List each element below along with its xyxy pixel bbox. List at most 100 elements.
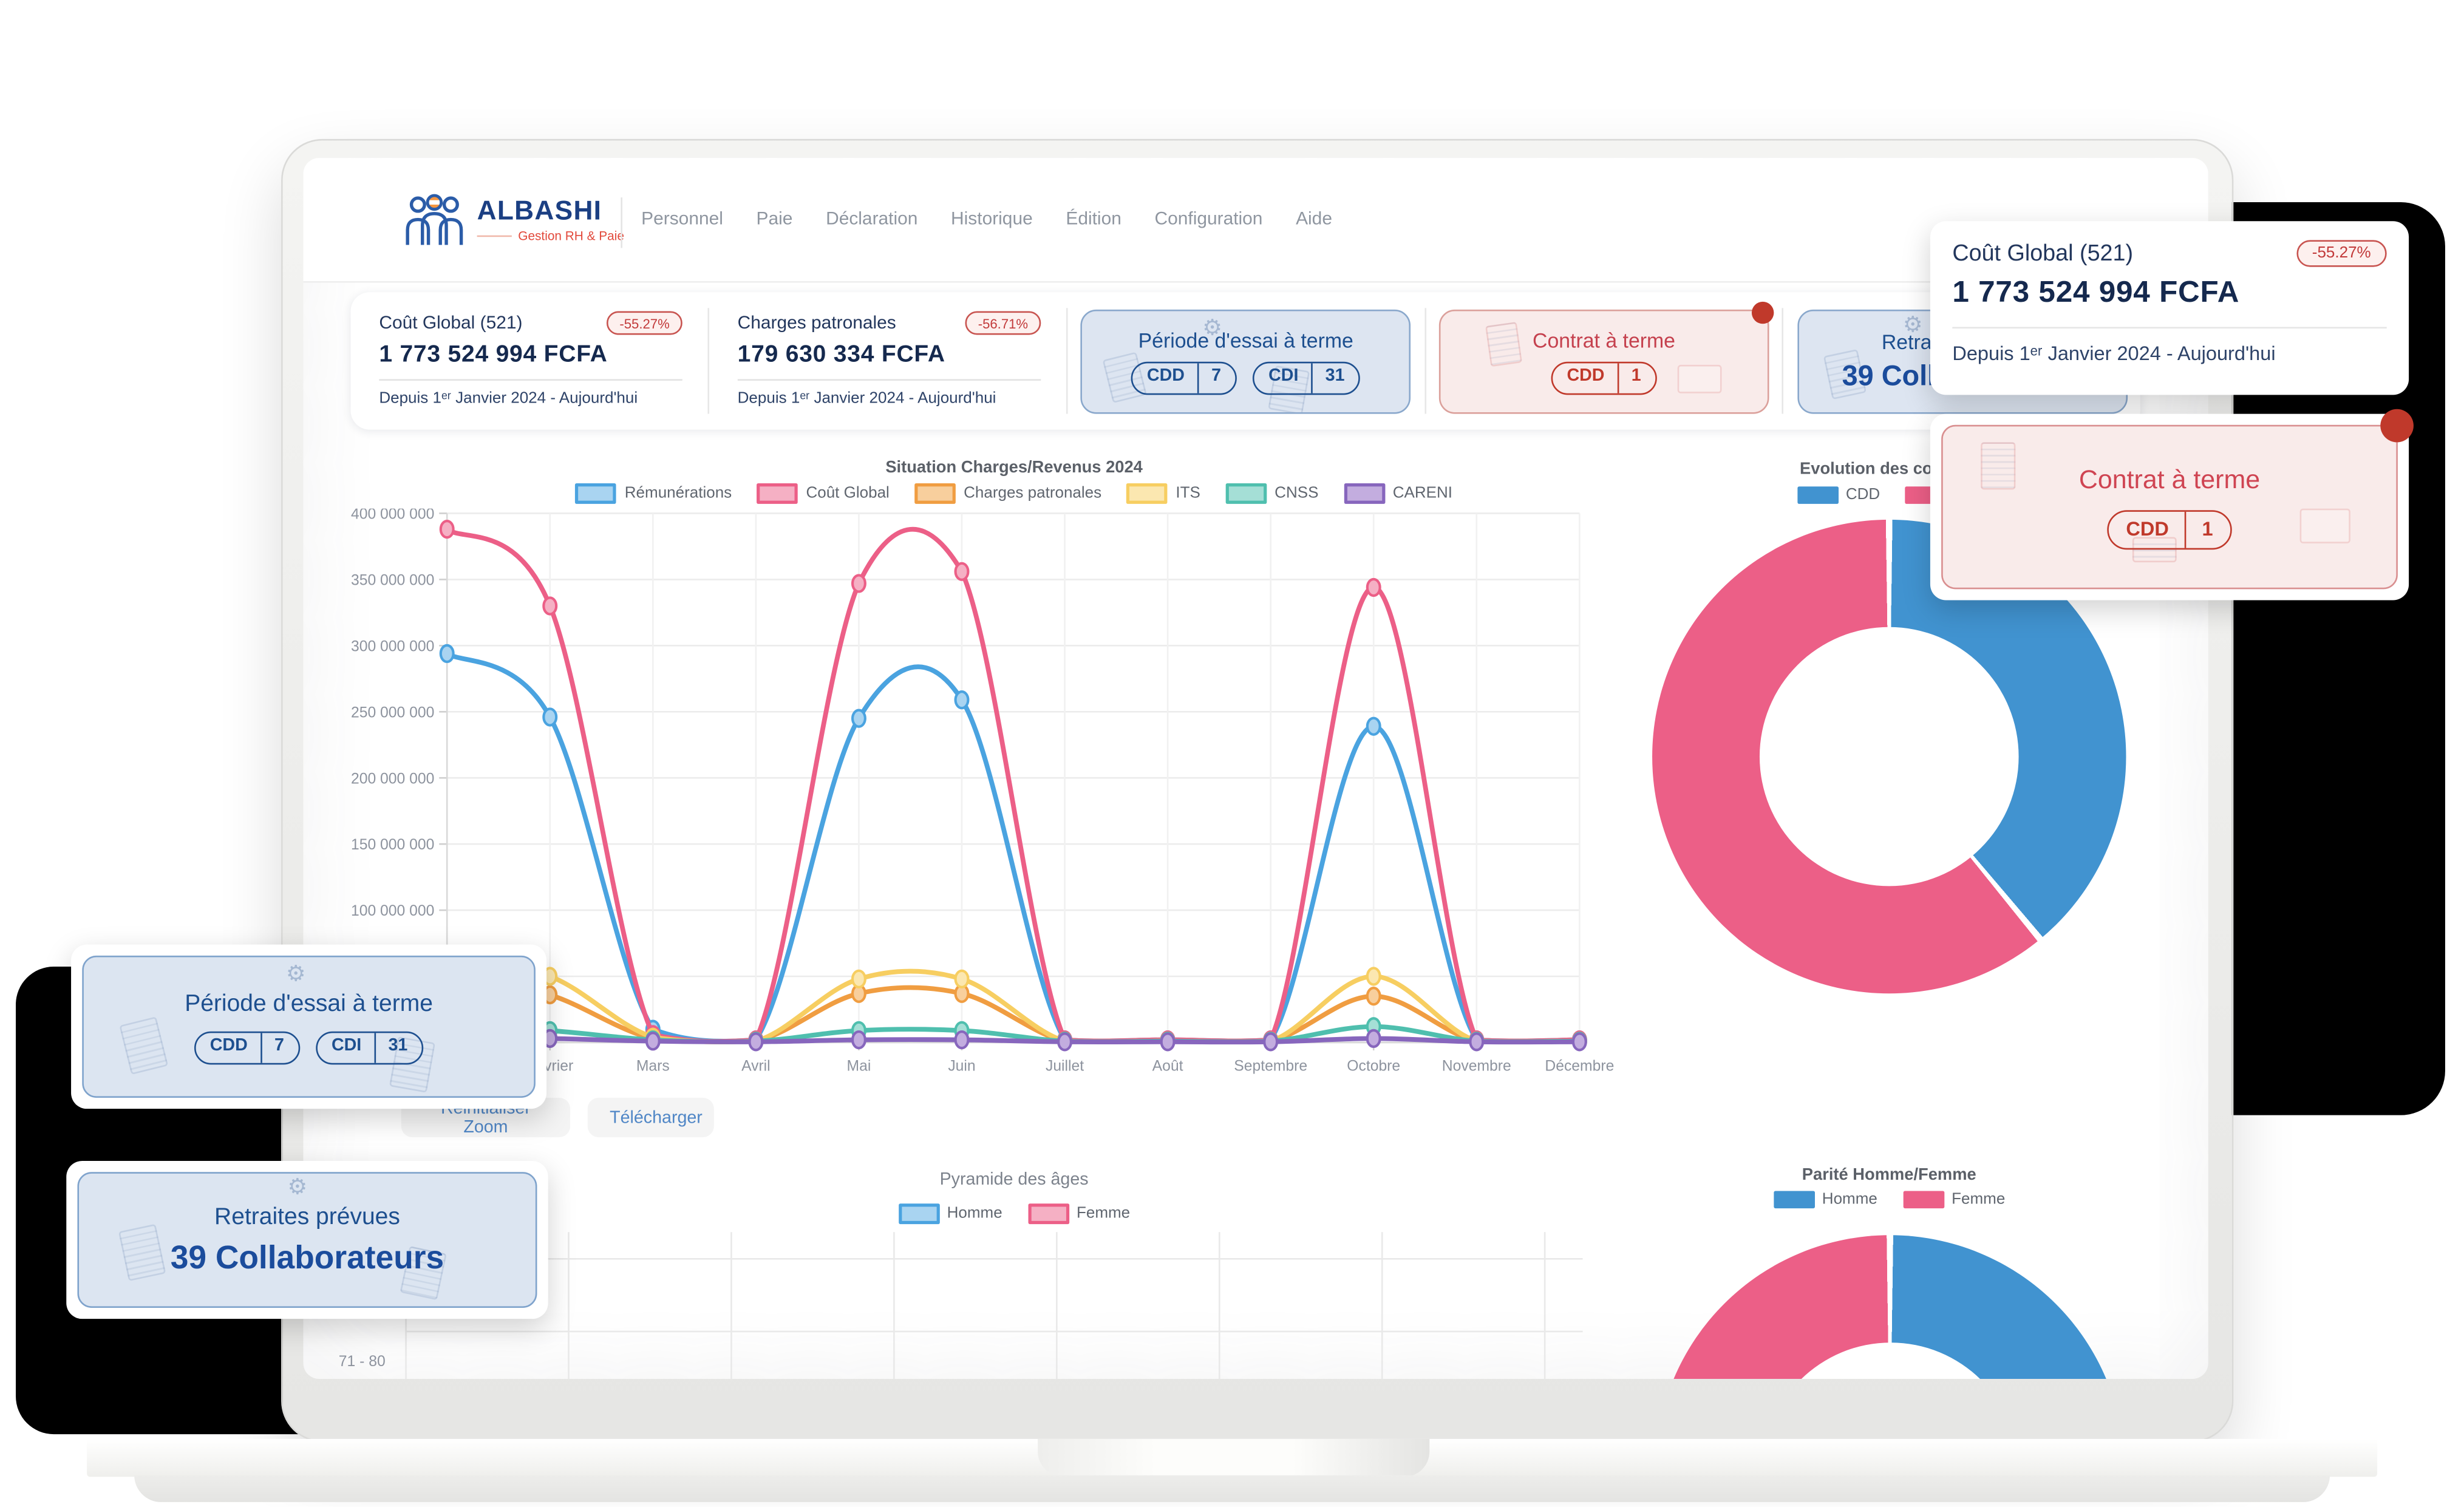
overlay-periode-essai-card: ⚙ Période d'essai à terme CDD 7 CDI 31 [71, 944, 547, 1109]
laptop-base-bottom [134, 1475, 2330, 1502]
gear-doodle-icon: ⚙ [285, 960, 306, 986]
parity-donut-chart [1655, 1235, 2125, 1379]
legend-swatch [757, 483, 798, 504]
svg-text:150 000 000: 150 000 000 [351, 837, 434, 853]
overlay-cout-global-card: Coût Global (521) -55.27% 1 773 524 994 … [1930, 221, 2409, 395]
nav-item-2[interactable]: Déclaration [826, 209, 918, 230]
trend-badge: -55.27% [607, 311, 682, 335]
svg-text:250 000 000: 250 000 000 [351, 704, 434, 721]
legend-label: Charges patronales [964, 485, 1102, 503]
card-title: Période d'essai à terme [1138, 327, 1353, 352]
parity-donut-legend: Homme Femme [1586, 1191, 2193, 1209]
legend-label: Femme [1076, 1205, 1131, 1223]
nav-item-0[interactable]: Personnel [641, 209, 723, 230]
laptop-screen: ALBASHI Gestion RH & Paie Personnel Paie D… [303, 158, 2208, 1379]
stat-charges-patronales: Charges patronales -56.71% 179 630 334 F… [709, 292, 1066, 429]
legend-item[interactable]: Homme [1773, 1191, 1877, 1209]
stat-period: Depuis 1ᵉʳ Janvier 2024 - Aujourd'hui [379, 390, 638, 408]
card-contrat-terme[interactable]: Contrat à terme CDD 1 [1438, 301, 1774, 413]
legend-item[interactable]: Homme [897, 1203, 1002, 1225]
stat-period: Depuis 1ᵉʳ Janvier 2024 - Aujourd'hui [737, 390, 996, 408]
svg-text:350 000 000: 350 000 000 [351, 572, 434, 588]
svg-text:71 - 80: 71 - 80 [339, 1353, 386, 1370]
legend-swatch [1902, 1191, 1944, 1209]
pill-cdi: CDI 31 [315, 1030, 424, 1064]
legend-label: Homme [947, 1205, 1002, 1223]
nav-item-4[interactable]: Édition [1066, 209, 1121, 230]
stat-value: 179 630 334 FCFA [737, 341, 945, 369]
parity-donut-title: Parité Homme/Femme [1802, 1165, 1976, 1185]
nav-item-5[interactable]: Configuration [1154, 209, 1263, 230]
svg-text:200 000 000: 200 000 000 [351, 771, 434, 787]
legend-label: Rémunérations [624, 485, 732, 503]
overlay-trend-badge: -55.27% [2296, 240, 2387, 267]
overlay-card-title: Contrat à terme [2078, 465, 2261, 494]
legend-label: CDD [1845, 486, 1880, 504]
legend-item[interactable]: Rémunérations [576, 483, 732, 504]
legend-swatch [1797, 486, 1838, 504]
svg-text:400 000 000: 400 000 000 [351, 509, 434, 523]
legend-swatch [576, 483, 617, 504]
brand-logo[interactable]: ALBASHI Gestion RH & Paie [404, 192, 624, 246]
app-header: ALBASHI Gestion RH & Paie Personnel Paie D… [303, 158, 2208, 283]
svg-text:Avril: Avril [741, 1058, 771, 1075]
laptop-base [87, 1438, 2378, 1477]
card-periode-essai[interactable]: ⚙ Période d'essai à terme CDD 7 CDI 31 [1080, 308, 1411, 413]
legend-item[interactable]: CNSS [1225, 483, 1318, 504]
brand-tagline: Gestion RH & Paie [477, 228, 624, 242]
gear-doodle-icon: ⚙ [287, 1173, 308, 1199]
line-chart-legend: Rémunérations Coût Global Charges patronal… [430, 483, 1599, 504]
legend-item[interactable]: Charges patronales [914, 483, 1101, 504]
legend-item[interactable]: Femme [1902, 1191, 2006, 1209]
stats-bar: Coût Global (521) -55.27% 1 773 524 994 … [350, 292, 2140, 430]
legend-label: Femme [1952, 1191, 2006, 1209]
stat-label: Coût Global (521) [379, 313, 523, 333]
overlay-card-title: Retraites prévues [214, 1202, 400, 1230]
svg-text:Juin: Juin [948, 1058, 975, 1075]
brand-name: ALBASHI [477, 195, 602, 225]
legend-swatch [1344, 483, 1385, 504]
overlay-card-value: 39 Collaborateurs [170, 1239, 444, 1276]
nav-item-3[interactable]: Historique [951, 209, 1033, 230]
trend-badge: -56.71% [965, 311, 1041, 335]
svg-text:100 000 000: 100 000 000 [351, 903, 434, 919]
alert-dot [2380, 409, 2414, 443]
legend-swatch [1027, 1203, 1069, 1225]
svg-text:300 000 000: 300 000 000 [351, 638, 434, 655]
pill-cdd: CDD 1 [2107, 509, 2232, 549]
legend-label: ITS [1176, 485, 1200, 503]
alert-dot [1751, 301, 1774, 323]
svg-text:Septembre: Septembre [1234, 1058, 1307, 1075]
pill-cdi: CDI 31 [1253, 361, 1361, 395]
svg-text:Octobre: Octobre [1347, 1058, 1400, 1075]
svg-text:Décembre: Décembre [1545, 1058, 1614, 1075]
legend-swatch [1225, 483, 1267, 504]
pill-cdd: CDD 7 [194, 1030, 300, 1064]
legend-label: Coût Global [806, 485, 890, 503]
people-logo-icon [406, 194, 463, 245]
legend-label: CARENI [1392, 485, 1453, 503]
pill-cdd: CDD 1 [1551, 361, 1657, 395]
stat-label: Charges patronales [737, 313, 896, 333]
overlay-stat-value: 1 773 524 994 FCFA [1952, 276, 2240, 310]
legend-swatch [914, 483, 956, 504]
legend-item[interactable]: CARENI [1344, 483, 1452, 504]
legend-swatch [897, 1203, 939, 1225]
nav-item-1[interactable]: Paie [756, 209, 793, 230]
svg-text:Juillet: Juillet [1046, 1058, 1084, 1075]
stat-cout-global: Coût Global (521) -55.27% 1 773 524 994 … [351, 292, 708, 429]
legend-item[interactable]: ITS [1126, 483, 1200, 504]
legend-item[interactable]: CDD [1797, 486, 1880, 504]
nav-item-6[interactable]: Aide [1296, 209, 1332, 230]
svg-text:Mai: Mai [847, 1058, 871, 1075]
download-button[interactable]: Télécharger [587, 1097, 714, 1138]
main-nav: Personnel Paie Déclaration Historique Éditio… [641, 158, 1332, 281]
gear-doodle-icon: ⚙ [1902, 310, 1923, 336]
legend-item[interactable]: Femme [1027, 1203, 1131, 1225]
laptop-mockup: ALBASHI Gestion RH & Paie Personnel Paie D… [281, 138, 2234, 1443]
card-title: Contrat à terme [1533, 327, 1676, 352]
line-chart-title: Situation Charges/Revenus 2024 [885, 458, 1143, 477]
overlay-stat-period: Depuis 1ᵉʳ Janvier 2024 - Aujourd'hui [1952, 342, 2276, 365]
legend-item[interactable]: Coût Global [757, 483, 890, 504]
